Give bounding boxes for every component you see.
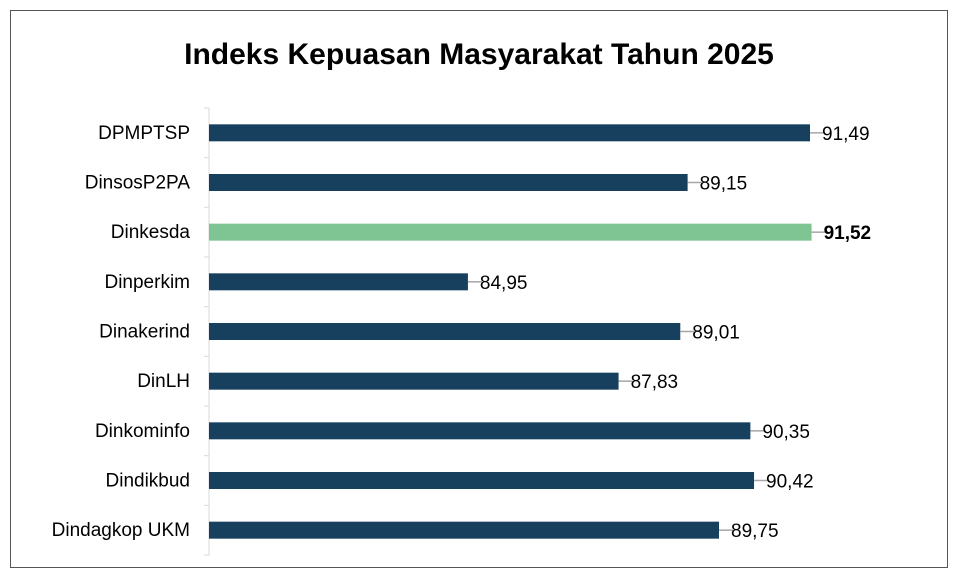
y-tick-label: Dinakerind (99, 322, 190, 343)
bar (209, 521, 719, 539)
data-label: 91,52 (824, 223, 872, 244)
y-tick-label: Dinperkim (104, 272, 190, 293)
data-label: 90,42 (766, 472, 814, 493)
bar (209, 323, 681, 340)
y-tick-label: DinLH (137, 371, 190, 392)
bar (209, 472, 755, 489)
data-label: 89,01 (692, 323, 740, 344)
data-label: 84,95 (480, 273, 528, 294)
bar (209, 422, 751, 440)
y-tick-label: DinsosP2PA (85, 173, 191, 194)
y-tick-label: Dinkominfo (95, 421, 190, 442)
data-label: 89,15 (700, 174, 748, 195)
bar (209, 124, 811, 142)
chart-title: Indeks Kepuasan Masyarakat Tahun 2025 (184, 38, 774, 71)
data-label: 87,83 (631, 372, 679, 393)
data-label: 91,49 (822, 124, 870, 145)
y-tick-label: DPMPTSP (98, 123, 190, 144)
y-tick-label: Dindagkop UKM (52, 520, 190, 541)
data-label: 90,35 (762, 422, 810, 443)
bar (209, 174, 688, 191)
y-tick-label: Dindikbud (106, 471, 191, 492)
y-tick-label: Dinkesda (111, 222, 191, 243)
bar (209, 273, 468, 291)
data-label: 89,75 (731, 521, 779, 542)
bar (209, 223, 812, 241)
bar (209, 372, 619, 390)
